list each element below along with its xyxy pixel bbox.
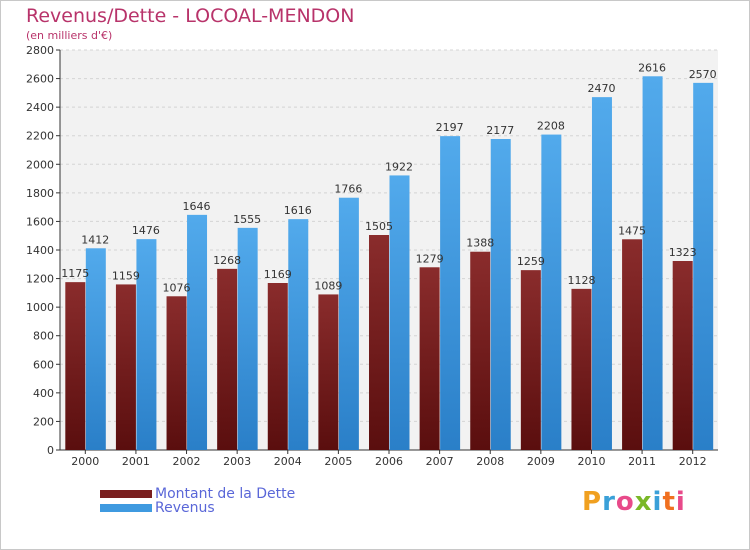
y-tick-label: 600 <box>33 358 54 371</box>
bar-dette-2009 <box>520 270 541 450</box>
x-tick-label: 2003 <box>223 455 251 468</box>
data-label-revenus-2006: 1922 <box>385 160 413 173</box>
data-label-revenus-2011: 2616 <box>638 61 666 74</box>
data-label-revenus-2010: 2470 <box>587 82 615 95</box>
bar-revenus-2005 <box>338 197 359 450</box>
logo-letter: o <box>615 487 635 517</box>
data-label-dette-2010: 1128 <box>567 274 595 287</box>
x-tick-label: 2008 <box>476 455 504 468</box>
y-tick-label: 1000 <box>26 301 54 314</box>
chart-subtitle: (en milliers d'€) <box>26 29 113 42</box>
data-label-dette-2007: 1279 <box>416 252 444 265</box>
logo-letter: i <box>652 487 663 517</box>
data-label-dette-2005: 1089 <box>314 279 342 292</box>
logo-letter: r <box>602 487 616 517</box>
bar-dette-2010 <box>571 288 592 450</box>
bar-revenus-2008 <box>490 139 511 450</box>
bar-revenus-2006 <box>389 175 410 450</box>
y-tick-label: 2600 <box>26 73 54 86</box>
bar-dette-2008 <box>470 251 491 450</box>
bar-revenus-2010 <box>591 97 612 451</box>
y-tick-label: 400 <box>33 387 54 400</box>
y-tick-label: 0 <box>47 444 54 457</box>
data-label-dette-2004: 1169 <box>264 268 292 281</box>
y-tick-label: 2000 <box>26 158 54 171</box>
bar-dette-2012 <box>672 261 693 450</box>
bar-dette-2001 <box>115 284 136 450</box>
bar-revenus-2001 <box>136 239 157 450</box>
x-tick-label: 2004 <box>274 455 302 468</box>
x-tick-label: 2011 <box>628 455 656 468</box>
data-label-revenus-2004: 1616 <box>284 204 312 217</box>
y-tick-label: 1400 <box>26 244 54 257</box>
x-tick-label: 2010 <box>577 455 605 468</box>
legend-swatch-revenus <box>100 504 152 512</box>
data-label-dette-2001: 1159 <box>112 269 140 282</box>
y-tick-label: 2800 <box>26 44 54 57</box>
x-tick-label: 2002 <box>173 455 201 468</box>
x-tick-label: 2007 <box>426 455 454 468</box>
chart-title: Revenus/Dette - LOCOAL-MENDON <box>26 5 355 27</box>
proxiti-logo: Proxiti <box>582 487 686 517</box>
x-tick-label: 2006 <box>375 455 403 468</box>
data-label-dette-2012: 1323 <box>669 246 697 259</box>
legend-label-revenus: Revenus <box>155 500 215 516</box>
bar-revenus-2004 <box>288 219 309 450</box>
logo-letter: P <box>582 487 603 517</box>
data-label-revenus-2001: 1476 <box>132 224 160 237</box>
x-tick-label: 2000 <box>71 455 99 468</box>
data-label-dette-2002: 1076 <box>163 281 191 294</box>
bar-revenus-2000 <box>85 248 106 450</box>
y-tick-label: 1600 <box>26 215 54 228</box>
data-label-dette-2000: 1175 <box>61 267 89 280</box>
y-tick-label: 200 <box>33 415 54 428</box>
y-tick-label: 1800 <box>26 187 54 200</box>
bar-dette-2005 <box>318 294 339 450</box>
data-label-revenus-2005: 1766 <box>334 183 362 196</box>
bar-dette-2007 <box>419 267 440 450</box>
data-label-revenus-2007: 2197 <box>436 121 464 134</box>
y-tick-label: 2200 <box>26 130 54 143</box>
y-tick-label: 1200 <box>26 273 54 286</box>
bar-dette-2006 <box>369 235 389 450</box>
data-label-revenus-2000: 1412 <box>81 233 109 246</box>
bar-revenus-2002 <box>187 214 208 450</box>
bar-dette-2011 <box>622 239 643 450</box>
legend-item-dette: Montant de la Dette <box>100 486 296 502</box>
x-tick-label: 2001 <box>122 455 150 468</box>
bar-revenus-2012 <box>693 82 714 450</box>
y-tick-label: 800 <box>33 330 54 343</box>
y-tick-label: 2400 <box>26 101 54 114</box>
data-label-revenus-2009: 2208 <box>537 120 565 133</box>
bar-revenus-2003 <box>237 227 258 450</box>
bar-revenus-2009 <box>541 134 562 451</box>
data-label-revenus-2003: 1555 <box>233 213 261 226</box>
logo-letter: i <box>675 487 686 517</box>
data-label-dette-2008: 1388 <box>466 237 494 250</box>
legend-label-dette: Montant de la Dette <box>155 486 296 502</box>
bar-revenus-2007 <box>440 136 461 450</box>
data-label-revenus-2002: 1646 <box>183 200 211 213</box>
bar-dette-2004 <box>267 283 288 450</box>
x-tick-label: 2012 <box>679 455 707 468</box>
legend-item-revenus: Revenus <box>100 500 215 516</box>
data-label-revenus-2012: 2570 <box>689 68 717 81</box>
bar-dette-2003 <box>217 268 238 450</box>
bar-dette-2000 <box>65 282 86 450</box>
x-tick-label: 2005 <box>324 455 352 468</box>
data-label-dette-2006: 1505 <box>365 220 393 233</box>
legend-swatch-dette <box>100 490 152 498</box>
logo-letter: x <box>634 487 653 517</box>
x-tick-label: 2009 <box>527 455 555 468</box>
data-label-dette-2011: 1475 <box>618 224 646 237</box>
bar-revenus-2011 <box>642 76 663 451</box>
data-label-dette-2003: 1268 <box>213 254 241 267</box>
data-label-dette-2009: 1259 <box>517 255 545 268</box>
data-label-revenus-2008: 2177 <box>486 124 514 137</box>
logo-letter: t <box>662 487 676 517</box>
bar-dette-2002 <box>166 296 187 450</box>
